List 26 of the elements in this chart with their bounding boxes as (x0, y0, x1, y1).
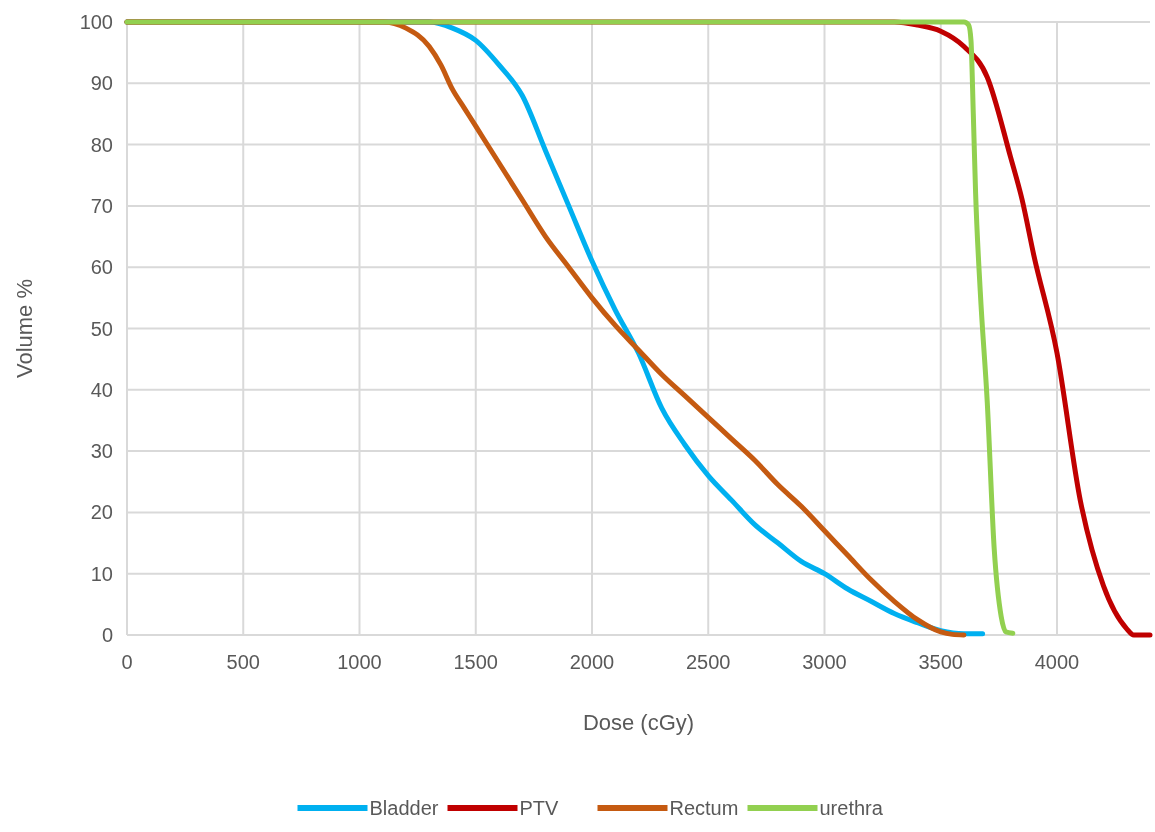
x-tick-label: 2500 (686, 651, 731, 673)
x-tick-label: 4000 (1034, 651, 1080, 673)
y-axis-title: Volume % (12, 278, 37, 379)
x-tick-label: 1500 (453, 651, 498, 673)
y-tick-label: 0 (101, 624, 113, 646)
y-tick-label: 20 (90, 501, 113, 524)
y-tick-label: 50 (90, 317, 113, 340)
x-tick-label: 3500 (918, 651, 963, 673)
x-tick-label: 1000 (337, 651, 382, 673)
y-tick-label: 90 (90, 72, 113, 95)
y-tick-label: 80 (90, 133, 113, 156)
x-tick-label: 2000 (569, 651, 615, 673)
legend-label: PTV (519, 797, 560, 819)
legend-label: Rectum (669, 797, 739, 819)
x-tick-label: 500 (226, 651, 260, 673)
legend-label: urethra (819, 797, 884, 819)
y-tick-label: 30 (90, 440, 113, 463)
legend-label: Bladder (369, 797, 439, 819)
y-tick-label: 60 (90, 256, 113, 279)
x-axis-title: Dose (cGy) (582, 710, 695, 735)
x-tick-label: 0 (121, 651, 133, 673)
y-tick-label: 70 (90, 194, 113, 217)
x-tick-label: 3000 (802, 651, 847, 673)
y-tick-label: 100 (79, 11, 113, 33)
y-tick-label: 10 (90, 562, 113, 585)
y-tick-label: 40 (90, 378, 113, 401)
